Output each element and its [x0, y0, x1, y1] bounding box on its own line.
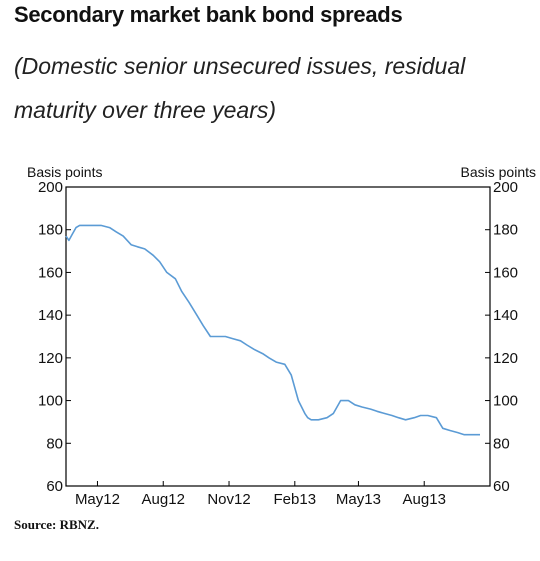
left-y-tick-label: 100	[38, 393, 63, 410]
left-y-tick-label: 120	[38, 350, 63, 367]
right-y-tick-label: 80	[493, 435, 510, 452]
right-y-tick-label: 60	[493, 478, 510, 495]
x-tick-label: Nov12	[207, 491, 250, 508]
right-y-tick-label: 160	[493, 264, 518, 281]
series-line	[65, 224, 480, 436]
x-tick-label: Aug12	[142, 491, 185, 508]
source-note: Source: RBNZ.	[14, 517, 99, 532]
right-y-tick-label: 120	[493, 350, 518, 367]
right-y-tick-label: 140	[493, 307, 518, 324]
left-y-tick-label: 180	[38, 222, 63, 239]
left-y-tick-label: 160	[38, 264, 63, 281]
left-y-tick-label: 200	[38, 179, 63, 196]
x-tick-label: May12	[75, 491, 120, 508]
chart-axes	[65, 186, 491, 487]
right-axis-unit-label: Basis points	[461, 164, 536, 180]
chart-title: Secondary market bank bond spreads	[14, 2, 403, 27]
right-y-tick-label: 100	[493, 393, 518, 410]
left-y-tick-label: 60	[46, 478, 63, 495]
left-y-tick-label: 80	[46, 435, 63, 452]
plot-frame	[65, 186, 491, 487]
left-y-tick-label: 140	[38, 307, 63, 324]
x-tick-label: May13	[336, 491, 381, 508]
chart-subtitle: (Domestic senior unsecured issues, resid…	[14, 53, 466, 123]
x-tick-label: Feb13	[274, 491, 317, 508]
tick-labels: 60 60 80 80 100 100 120 120 140 140 160 160 180 180 20…	[38, 179, 518, 508]
left-axis-unit-label: Basis points	[27, 164, 102, 180]
x-tick-label: Aug13	[403, 491, 446, 508]
right-y-tick-label: 200	[493, 179, 518, 196]
right-y-tick-label: 180	[493, 222, 518, 239]
